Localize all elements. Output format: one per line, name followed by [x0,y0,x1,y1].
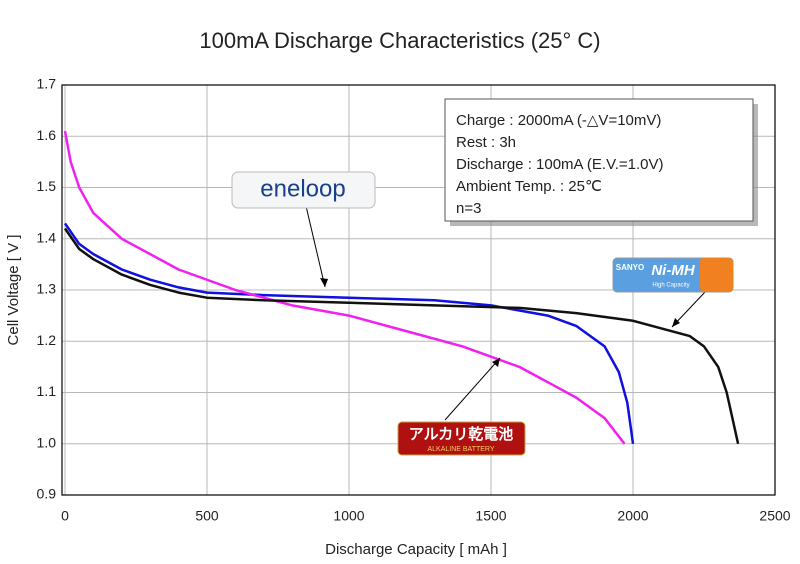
y-tick-label: 0.9 [37,486,57,502]
battery [231,171,376,209]
battery-name: アルカリ乾電池 [409,425,513,443]
arrow-head [492,358,500,367]
info-line: n=3 [456,200,481,217]
chart-title: 100mA Discharge Characteristics (25° C) [199,28,600,53]
y-tick-label: 1.4 [37,229,57,245]
x-tick-label: 500 [195,508,219,524]
plot-frame [61,84,776,496]
series-line [63,227,740,445]
arrow-head [672,318,680,327]
y-tick-label: 1.5 [37,178,57,194]
y-tick-label: 1.3 [37,281,57,297]
battery-labels: eneloop アルカリ乾電池 ALKALINE BATTERY SANYO N… [231,171,734,456]
info-line: Discharge : 100mA (E.V.=1.0V) [456,156,663,173]
arrow-head [320,278,328,287]
series-line [63,222,635,444]
battery-name: eneloop [260,175,345,202]
battery-cap [700,258,733,292]
x-tick-label: 0 [61,508,69,524]
info-frame [444,98,754,222]
battery-maker: SANYO [616,263,644,272]
x-tick-label: 1500 [475,508,506,524]
battery [397,421,526,456]
x-axis-label: Discharge Capacity [ mAh ] [325,541,507,558]
x-tick-label: 2000 [617,508,648,524]
battery-grade: High Capacity [652,283,689,289]
y-tick-label: 1.7 [37,76,57,92]
battery-name: Ni-MH [651,262,695,279]
y-tick-label: 1.1 [37,383,57,399]
y-tick-label: 1.0 [37,434,57,450]
y-tick-label: 1.6 [37,127,57,143]
info-line: Ambient Temp. : 25℃ [456,178,602,195]
x-tick-label: 2500 [759,508,790,524]
battery-subtext: ALKALINE BATTERY [427,446,494,453]
arrow [305,205,326,288]
x-tick-label: 1000 [333,508,364,524]
info-line: Rest : 3h [456,134,516,151]
info-line: Charge : 2000mA (-△V=10mV) [456,112,661,129]
y-tick-label: 1.2 [37,332,57,348]
series-line [63,130,626,445]
lines [63,130,740,445]
info-box: Charge : 2000mA (-△V=10mV) Rest : 3h Disch… [444,98,758,226]
arrow [444,357,501,421]
y-axis-label: Cell Voltage [ V ] [5,235,22,346]
